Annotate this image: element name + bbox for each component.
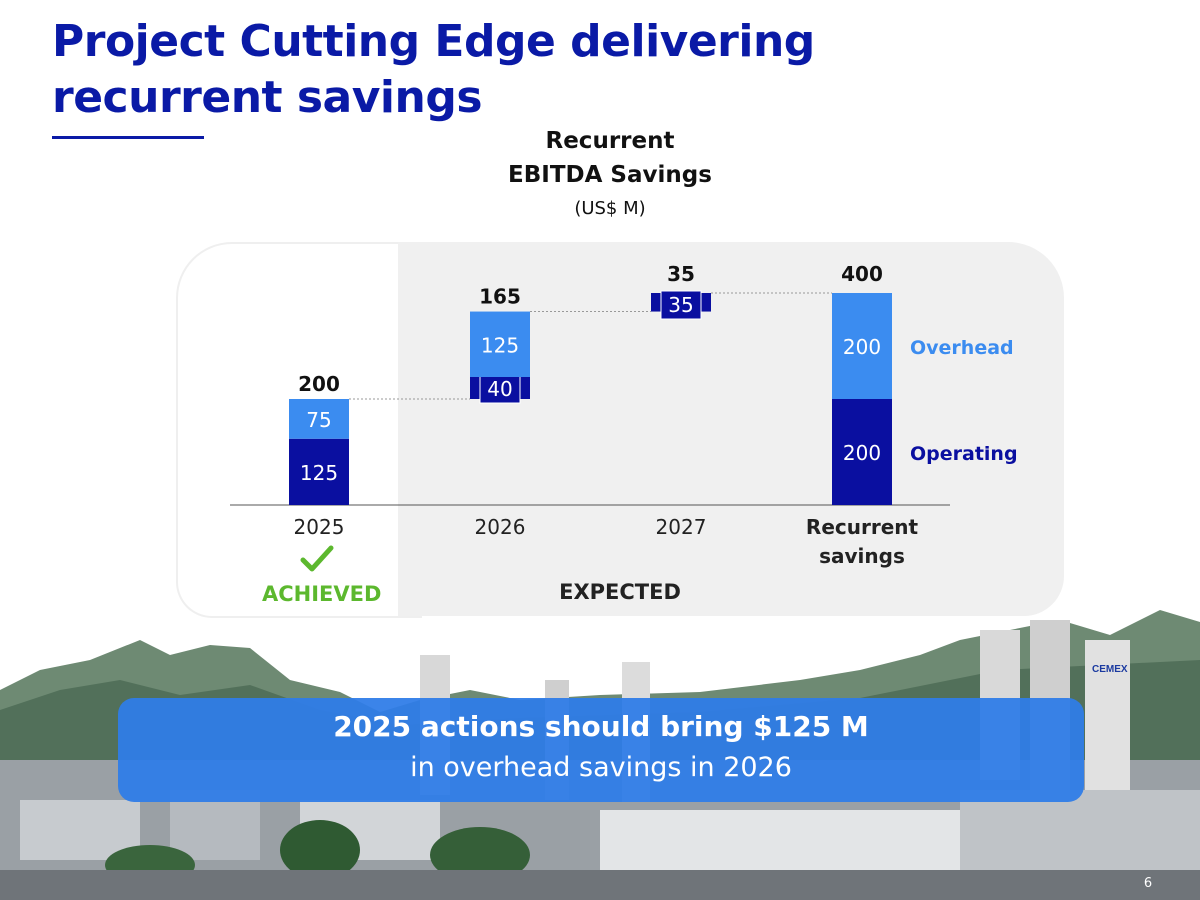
legend-operating: Operating (910, 443, 1018, 465)
expected-panel (398, 242, 1064, 616)
chart-unit: (US$ M) (574, 198, 646, 219)
achieved-label: ACHIEVED (262, 582, 382, 606)
x-tick-label: savings (819, 544, 905, 568)
bar-operating-2025 (289, 438, 349, 505)
chart-title-line-1: Recurrent (545, 128, 675, 154)
data-label-overhead-2026: 125 (481, 333, 519, 357)
data-label-operating-2026: 40 (487, 377, 512, 401)
page-number: 6 (1143, 876, 1153, 891)
bar-overhead-recurrent (832, 293, 892, 399)
callout-banner: 2025 actions should bring $125 M in over… (118, 698, 1084, 802)
tree (280, 820, 360, 880)
foreground (0, 870, 1200, 900)
x-tick-label: 2027 (656, 515, 707, 539)
chart-title-line-2: EBITDA Savings (508, 162, 712, 188)
total-label-2026: 165 (479, 285, 521, 309)
data-label-operating-recurrent: 200 (843, 441, 881, 465)
x-tick-label: 2026 (475, 515, 526, 539)
building (600, 810, 960, 870)
bar-operating-2027-tag (660, 290, 702, 320)
data-label-operating-2025: 125 (300, 461, 338, 485)
building (20, 800, 140, 860)
page-title: Project Cutting Edge delivering recurren… (52, 16, 815, 123)
data-label-overhead-2025: 75 (306, 408, 331, 432)
tree (430, 827, 530, 883)
checkmark-icon (300, 545, 334, 572)
bar-operating-2026-tag (479, 374, 521, 404)
bar-overhead-2025 (289, 399, 349, 439)
callout-headline: 2025 actions should bring $125 M (333, 710, 869, 743)
building (960, 790, 1200, 870)
bar-operating-recurrent (832, 399, 892, 505)
bar-overhead-2026 (470, 311, 530, 377)
callout-subline: in overhead savings in 2026 (410, 752, 792, 783)
silo (1085, 640, 1130, 790)
title-underline (52, 136, 204, 139)
waterfall-chart: 125 75 200 40 125 165 35 35 200 200 400 Overhead Ope… (230, 262, 1018, 568)
expected-label: EXPECTED (559, 580, 681, 604)
total-label-2027: 35 (667, 262, 695, 286)
x-tick-label: 2025 (294, 515, 345, 539)
data-label-overhead-recurrent: 200 (843, 335, 881, 359)
legend-overhead: Overhead (910, 337, 1014, 359)
cemex-sign: CEMEX (1092, 664, 1128, 675)
total-label-2025: 200 (298, 372, 340, 396)
data-label-operating-2027: 35 (668, 293, 693, 317)
x-tick-label: Recurrent (806, 515, 919, 539)
total-label-recurrent: 400 (841, 262, 883, 286)
